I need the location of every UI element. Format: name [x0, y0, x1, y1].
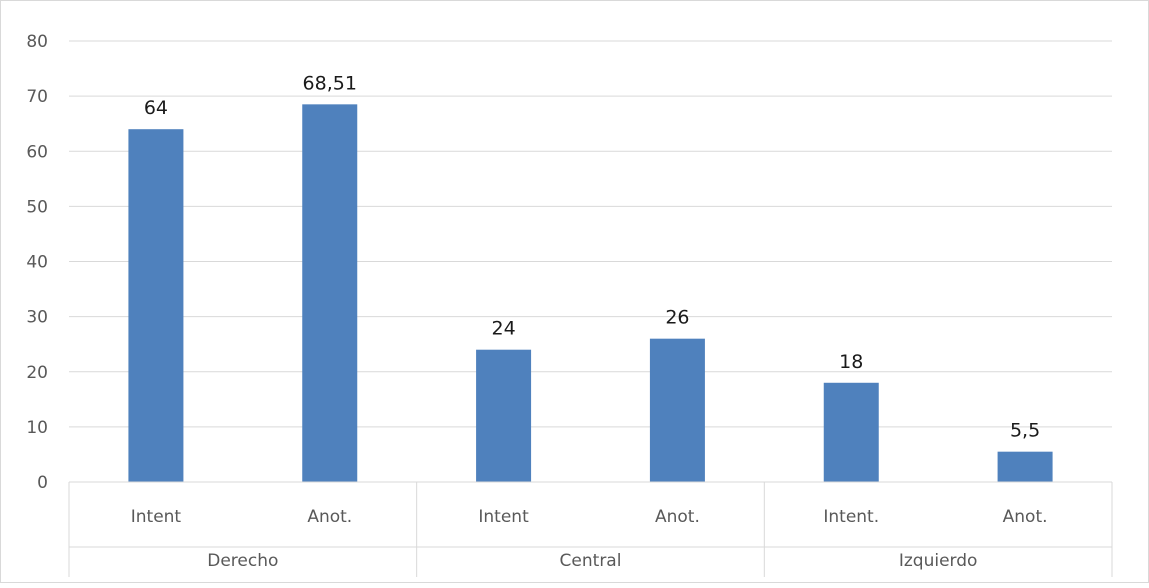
bars — [128, 104, 1053, 482]
data-label: 18 — [839, 351, 863, 373]
bar-central-1 — [649, 338, 705, 482]
data-labels: 64 68,51 24 26 18 5,5 — [144, 72, 1040, 441]
data-label: 24 — [491, 318, 515, 340]
category-label: Intent. — [823, 507, 879, 527]
category-label: Intent — [131, 507, 182, 527]
y-tick-label: 80 — [26, 32, 48, 52]
data-label: 68,51 — [303, 72, 357, 94]
group-label-izquierdo: Izquierdo — [899, 551, 978, 571]
category-label: Anot. — [307, 507, 352, 527]
bar-central-0 — [476, 349, 532, 482]
grid-lines — [69, 40, 1112, 428]
y-tick-label: 30 — [26, 308, 48, 328]
data-label: 26 — [665, 307, 689, 329]
y-tick-label: 50 — [26, 197, 48, 217]
y-tick-label: 40 — [26, 253, 48, 273]
data-label: 5,5 — [1010, 420, 1040, 442]
bar-izquierdo-0 — [823, 382, 879, 482]
group-label-derecho: Derecho — [207, 551, 278, 571]
y-tick-label: 10 — [26, 418, 48, 438]
category-label: Anot. — [1003, 507, 1048, 527]
category-label: Anot. — [655, 507, 700, 527]
bar-derecho-0 — [128, 129, 184, 482]
y-tick-label: 20 — [26, 363, 48, 383]
y-tick-label: 60 — [26, 142, 48, 162]
x-axis: Intent Anot. Intent Anot. Intent. Anot. Derech… — [68, 481, 1113, 577]
y-tick-label: 70 — [26, 87, 48, 107]
data-label: 64 — [144, 97, 168, 119]
category-label: Intent — [478, 507, 529, 527]
bar-derecho-1 — [302, 104, 358, 482]
y-tick-label: 0 — [37, 473, 48, 493]
bar-izquierdo-1 — [997, 451, 1053, 482]
y-axis-ticks: 0 10 20 30 40 50 60 70 80 — [26, 32, 48, 493]
group-label-central: Central — [560, 551, 622, 571]
